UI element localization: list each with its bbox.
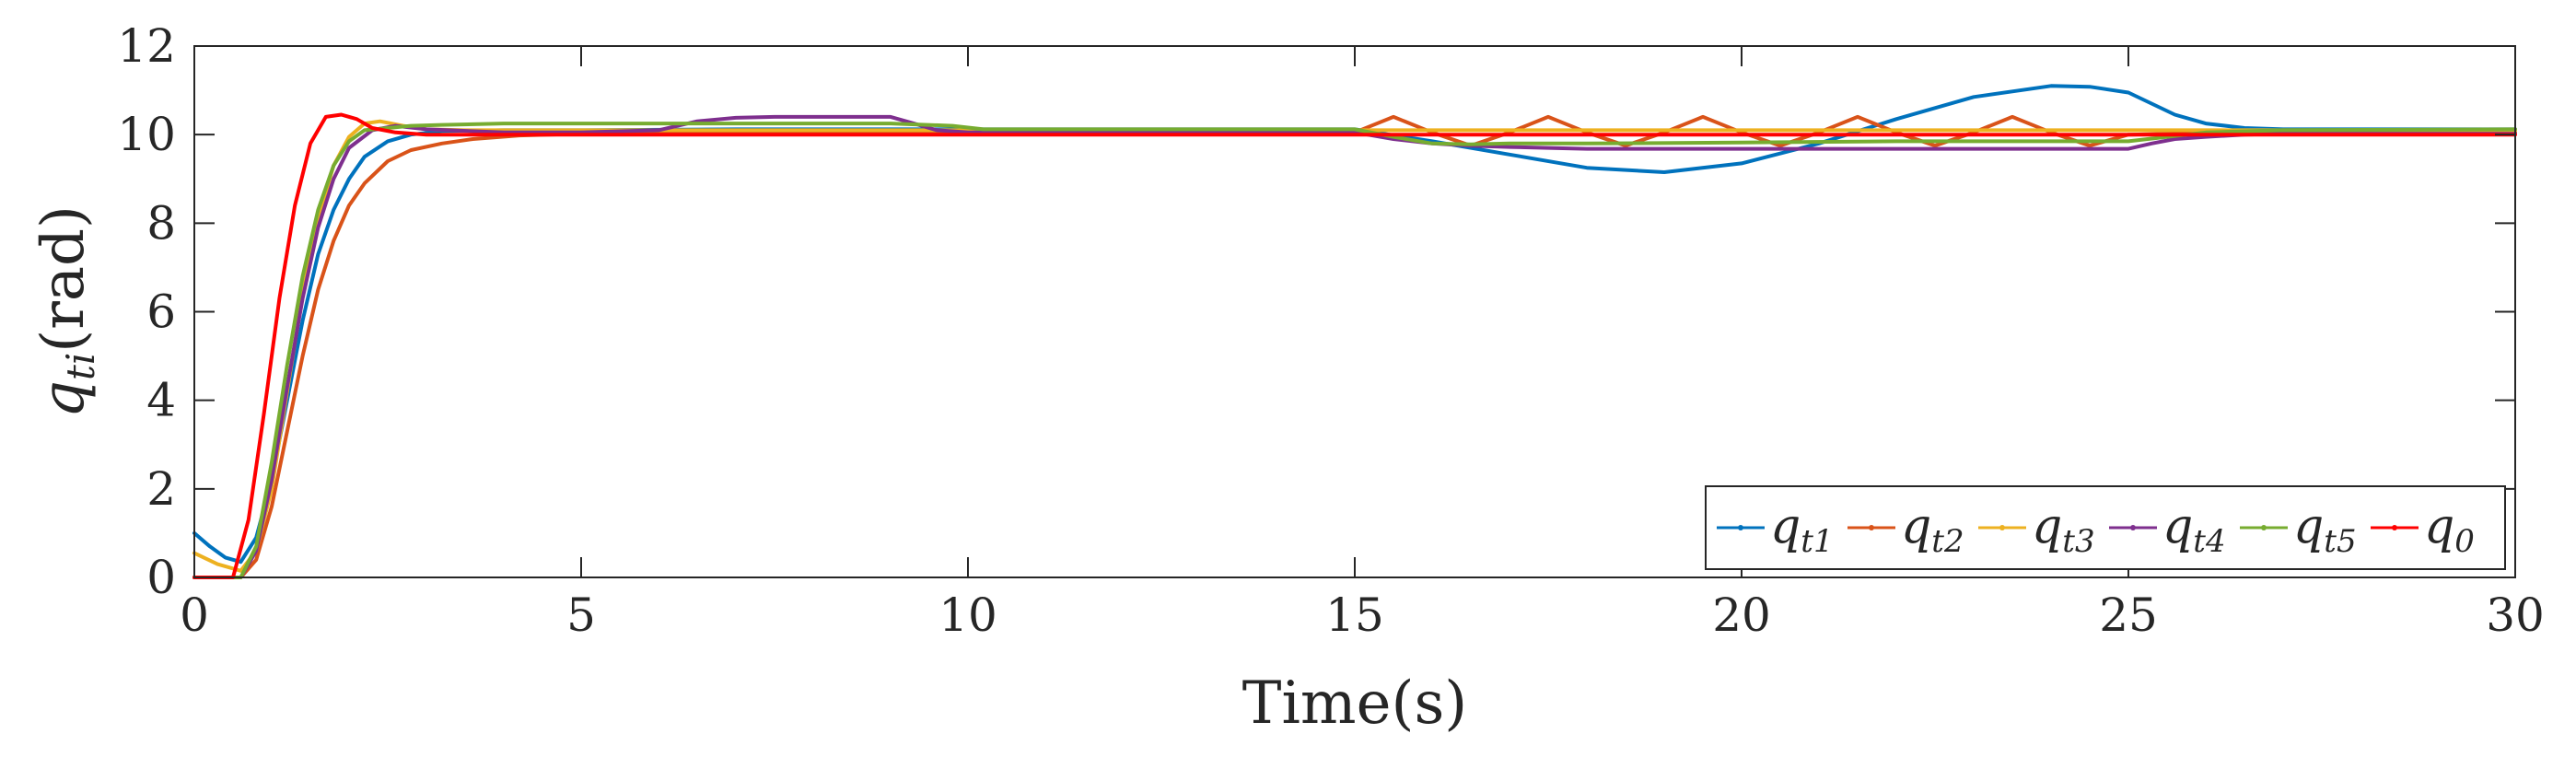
legend-item-t3: qt3 — [1978, 499, 2095, 560]
series-layer — [192, 84, 2517, 579]
y-axis-label-suffix: (rad) — [29, 205, 98, 353]
series-line-0 — [192, 112, 2517, 579]
legend-marker — [1999, 525, 2005, 530]
series-line-t4 — [192, 114, 2517, 579]
legend-label: q0 — [2424, 499, 2475, 560]
x-axis-label: Time(s) — [1242, 670, 1468, 738]
legend-marker — [1738, 525, 1743, 530]
legend-label-subscript: t2 — [1931, 523, 1964, 560]
legend-label: qt2 — [1901, 499, 1964, 560]
legend-label-base: q — [2032, 499, 2062, 554]
y-tick-label: 10 — [117, 108, 176, 161]
y-tick-label: 2 — [146, 462, 176, 516]
x-tick-label: 20 — [1712, 588, 1771, 642]
legend-item-t1: qt1 — [1717, 499, 1834, 560]
legend-label-subscript: t5 — [2324, 523, 2356, 560]
ticks-layer: 0 5 10 15 20 25 30 0 2 4 6 8 10 12 — [117, 19, 2544, 642]
x-tick-label: 30 — [2486, 588, 2545, 642]
legend-label-subscript: 0 — [2454, 523, 2475, 560]
y-tick-label: 12 — [117, 19, 176, 73]
x-tick-label: 10 — [938, 588, 997, 642]
y-axis-label-base: q — [29, 380, 98, 418]
y-axis-label: qti(rad) — [29, 205, 103, 418]
legend-label-subscript: t3 — [2062, 523, 2094, 560]
y-tick-label: 8 — [146, 196, 176, 250]
legend-label-base: q — [2424, 499, 2454, 554]
legend-item-t5: qt5 — [2240, 499, 2357, 560]
legend-label-base: q — [2293, 499, 2324, 554]
legend-marker — [2130, 525, 2136, 530]
legend-label-subscript: t1 — [1801, 523, 1833, 560]
y-tick-label: 6 — [146, 285, 176, 339]
legend-marker — [2261, 525, 2267, 530]
legend-label: qt1 — [1770, 499, 1834, 560]
legend-label: qt4 — [2162, 499, 2226, 560]
y-tick-label: 4 — [146, 374, 176, 427]
x-tick-label: 0 — [180, 588, 209, 642]
x-tick-label: 5 — [566, 588, 596, 642]
legend-label-base: q — [1770, 499, 1801, 554]
y-axis-label-subscript: ti — [58, 353, 103, 380]
legend-item-t2: qt2 — [1847, 499, 1964, 560]
legend-marker — [1869, 525, 1874, 530]
x-tick-label: 25 — [2099, 588, 2158, 642]
series-line-t5 — [192, 122, 2517, 579]
legend-item-t4: qt4 — [2109, 499, 2226, 560]
legend: qt1 qt2 qt3 qt4 qt5 q0 — [1705, 485, 2506, 570]
legend-label-base: q — [1901, 499, 1931, 554]
legend-marker — [2392, 525, 2397, 530]
legend-label-subscript: t4 — [2193, 523, 2225, 560]
legend-label-base: q — [2162, 499, 2193, 554]
legend-label: qt3 — [2032, 499, 2095, 560]
x-tick-label: 15 — [1325, 588, 1384, 642]
legend-label: qt5 — [2293, 499, 2357, 560]
legend-item-0: q0 — [2371, 499, 2475, 560]
y-tick-label: 0 — [146, 551, 176, 604]
